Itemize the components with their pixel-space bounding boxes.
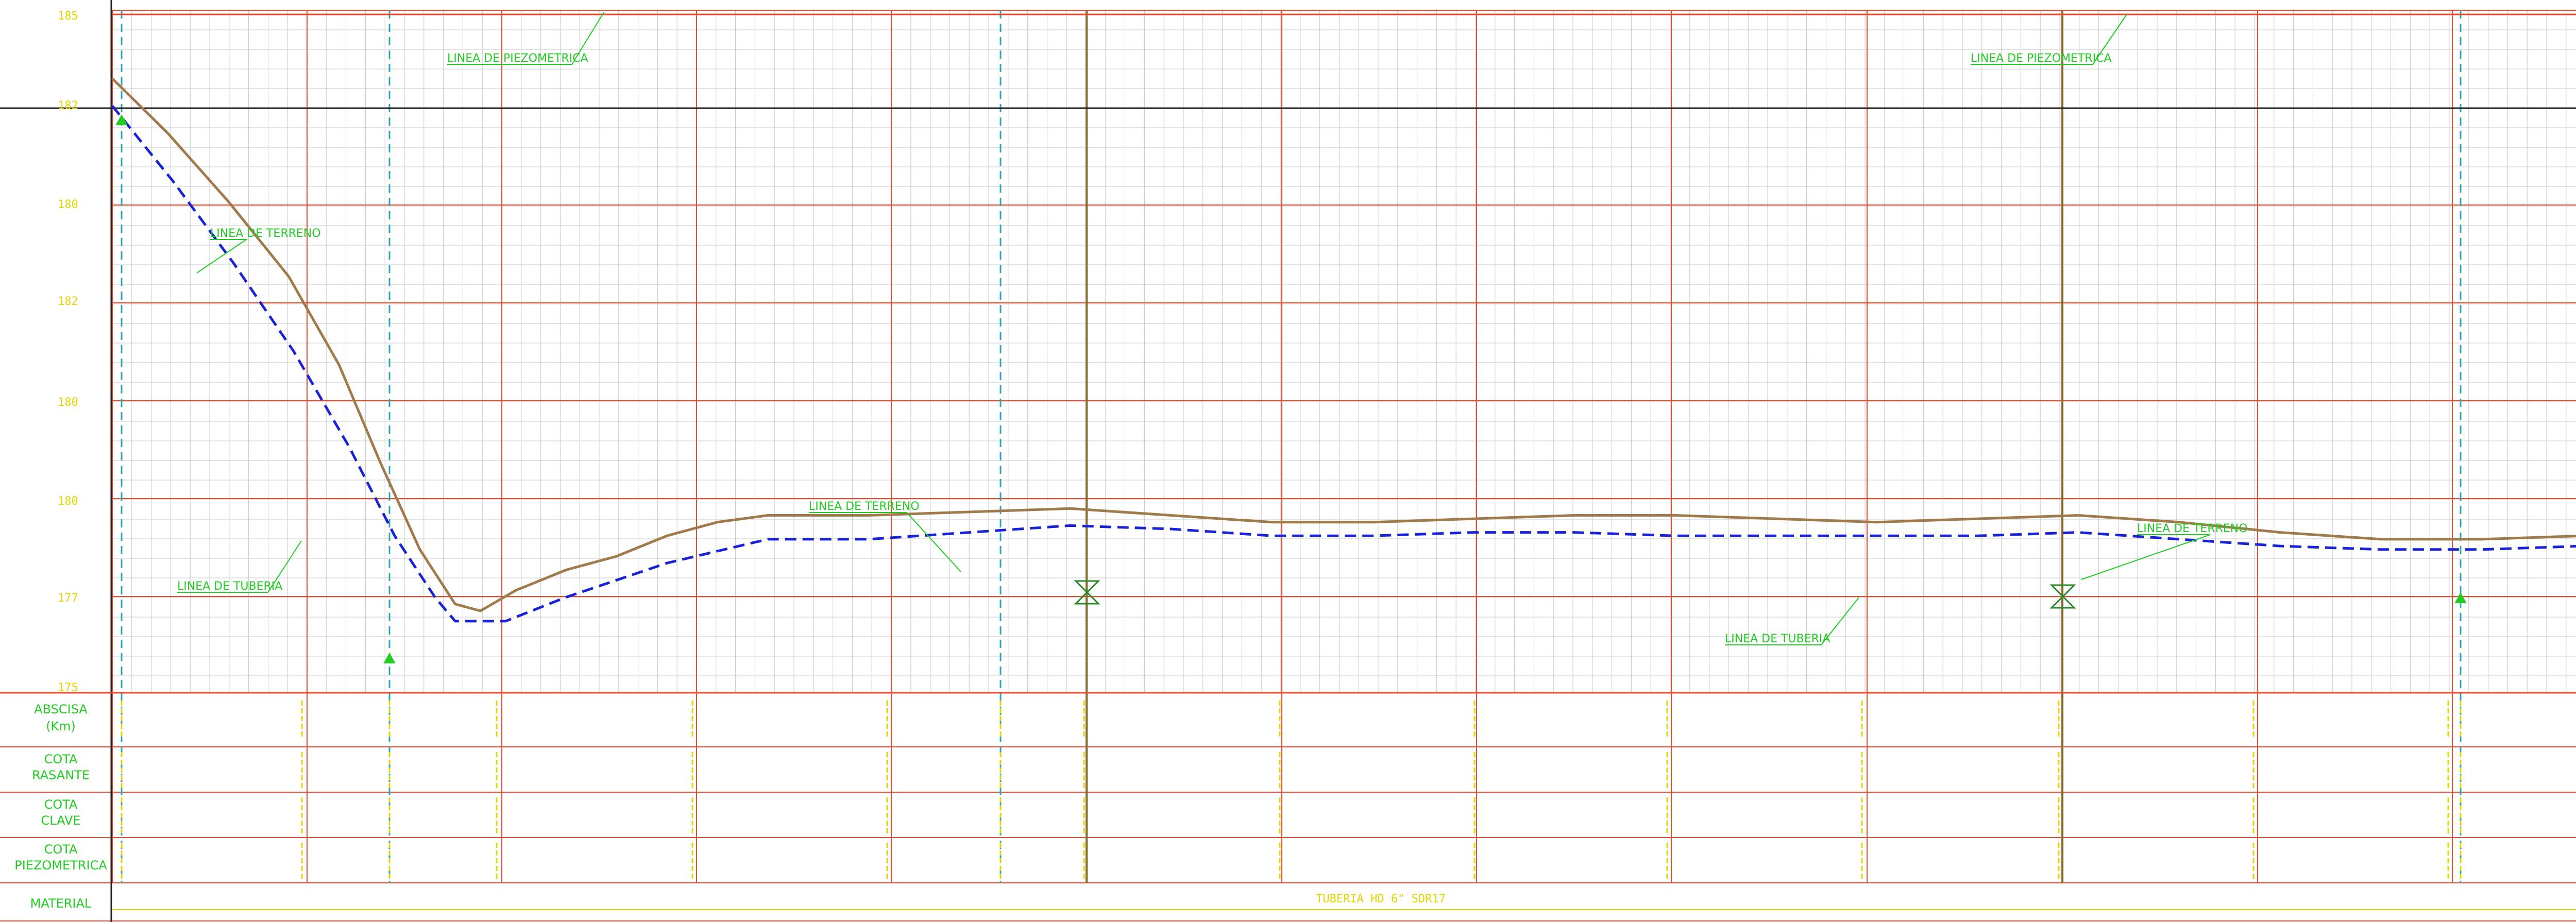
leader-line xyxy=(2081,534,2211,580)
leader-line xyxy=(447,12,604,65)
callout-piezometric-1: LINEA DE PIEZOMETRICA xyxy=(447,52,588,65)
callout-terrain-3: LINEA DE TERRENO xyxy=(2137,522,2248,535)
triangle-marker xyxy=(2454,592,2467,603)
row-label-abscisa-unit: (Km) xyxy=(46,719,76,733)
callouts xyxy=(177,12,2211,645)
scale-label: 177 xyxy=(58,592,78,605)
row-label-material: MATERIAL xyxy=(30,896,92,911)
profile-series xyxy=(111,77,2576,623)
row-label-cota-piezometrica: COTA xyxy=(44,842,78,857)
valve-symbol xyxy=(1074,580,1100,605)
triangle-marker xyxy=(383,652,396,663)
callout-terrain-2: LINEA DE TERRENO xyxy=(809,500,920,513)
table-row-labels: ABSCISA (Km) COTA RASANTE COTA CLAVE COT… xyxy=(14,702,107,911)
leader-line xyxy=(809,512,961,572)
leader-line xyxy=(196,239,248,274)
callout-labels: LINEA DE PIEZOMETRICA LINEA DE PIEZOMETR… xyxy=(177,52,2248,645)
scale-label: 185 xyxy=(58,10,78,23)
callout-terrain-1: LINEA DE TERRENO xyxy=(210,227,321,240)
leader-line xyxy=(177,540,302,593)
pipe-line xyxy=(111,105,2576,623)
leader-line xyxy=(1971,14,2127,65)
callout-pipe-2: LINEA DE TUBERIA xyxy=(1725,633,1830,645)
scale-label: 180 xyxy=(58,198,78,211)
row-label-cota-rasante-2: RASANTE xyxy=(32,768,90,782)
triangle-marker xyxy=(115,114,128,125)
scale-label: 180 xyxy=(58,495,78,508)
scale-label: 175 xyxy=(58,681,78,694)
scale-label: 182 xyxy=(58,99,78,112)
row-label-cota-clave-2: CLAVE xyxy=(41,813,80,828)
callout-piezometric-2: LINEA DE PIEZOMETRICA xyxy=(1971,52,2112,65)
row-label-cota-rasante: COTA xyxy=(44,752,78,766)
callout-pipe-1: LINEA DE TUBERIA xyxy=(177,580,282,593)
elevation-scale: 185 182 180 182 180 180 177 175 xyxy=(58,10,78,694)
station-lines xyxy=(121,10,2462,883)
material-label: TUBERIA HD 6" SDR17 xyxy=(1316,893,1446,906)
scale-label: 182 xyxy=(58,295,78,308)
terrain-line xyxy=(111,77,2576,612)
row-label-cota-clave: COTA xyxy=(44,797,78,812)
row-label-cota-piezometrica-2: PIEZOMETRICA xyxy=(14,858,107,873)
scale-label: 180 xyxy=(58,396,78,409)
leader-line xyxy=(1725,597,1859,645)
valve-symbol xyxy=(2049,584,2076,609)
symbols-layer xyxy=(115,114,2467,663)
row-label-abscisa: ABSCISA xyxy=(34,702,88,716)
